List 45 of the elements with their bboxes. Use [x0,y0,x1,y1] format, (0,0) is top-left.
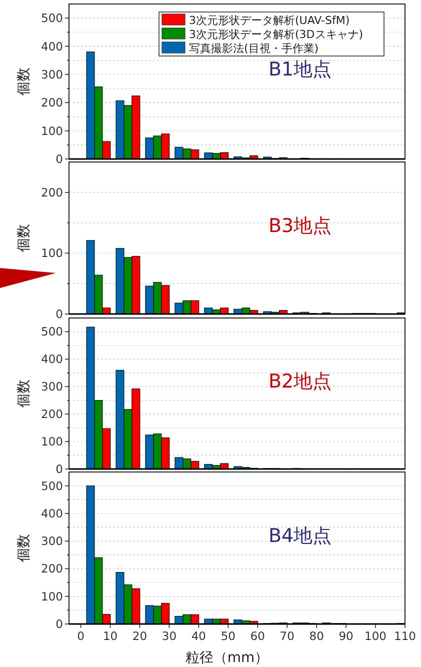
legend-label: 3次元形状データ解析(UAV-SfM) [189,14,350,27]
y-tick-label: 100 [41,589,63,604]
x-tick-label: 100 [364,629,387,643]
y-tick-label: 400 [41,352,63,366]
x-tick-label: 60 [250,629,265,643]
text: B2地点 [268,370,332,392]
y-tick-label: 400 [41,506,63,520]
x-tick-label: 40 [191,629,206,643]
y-tick-label: 0 [56,307,63,321]
y-tick-label: 200 [41,185,63,200]
legend-label: 3次元形状データ解析(3Dスキャナ) [189,28,364,41]
legend-label: 写真撮影法(目視・手作業) [189,42,319,55]
y-tick-label: 400 [41,39,63,54]
y-tick-label: 200 [41,96,63,110]
text: B4地点 [268,524,332,547]
y-axis-title: 個数 [16,224,32,252]
x-tick-label: 0 [77,629,84,643]
y-tick-label: 300 [41,380,63,394]
text: B3地点 [268,214,332,237]
x-tick-label: 80 [309,629,324,643]
x-tick-label: 50 [220,629,236,643]
y-axis-title: 個数 [16,68,32,96]
y-axis-title: 個数 [16,380,32,408]
y-tick-label: 100 [41,434,63,449]
y-tick-label: 500 [41,324,63,339]
x-tick-label: 30 [162,629,177,643]
x-tick-label: 90 [338,629,354,643]
text: B1地点 [268,58,332,80]
y-tick-label: 100 [41,246,63,260]
x-tick-label: 10 [102,629,118,643]
x-tick-label: 20 [132,629,148,643]
y-tick-label: 0 [56,462,63,476]
y-tick-label: 500 [41,478,63,493]
y-tick-label: 300 [41,67,63,82]
x-tick-label: 70 [280,629,294,643]
y-tick-label: 0 [56,152,63,166]
y-tick-label: 300 [41,534,63,548]
y-tick-label: 200 [41,407,63,422]
x-axis-title: 粒径（mm） [185,650,269,666]
y-axis-title: 個数 [16,534,32,562]
y-tick-label: 500 [41,11,63,26]
y-tick-label: 200 [41,562,63,576]
y-tick-label: 100 [41,124,63,138]
y-tick-label: 0 [56,617,63,631]
x-tick-label: 110 [394,629,416,643]
